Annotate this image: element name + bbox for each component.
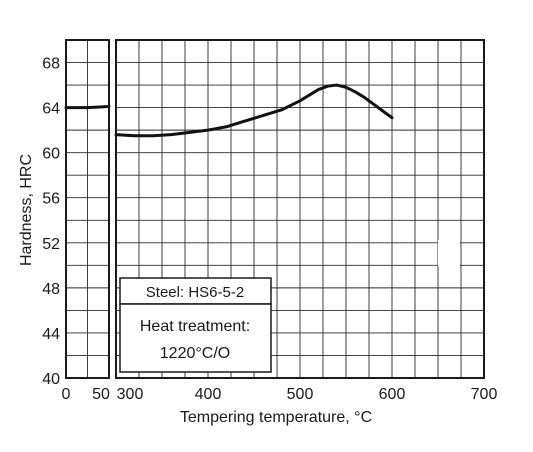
x-tick-label: 700 <box>471 386 498 403</box>
steel-label: Steel: HS6-5-2 <box>146 284 244 301</box>
series-line-right <box>114 83 394 138</box>
series-right-panel <box>114 83 394 138</box>
x-tick-label: 400 <box>195 386 222 403</box>
y-tick-label: 52 <box>42 236 60 253</box>
y-tick-label: 40 <box>42 371 60 388</box>
series-left-panel <box>64 104 111 110</box>
y-tick-label: 44 <box>42 326 60 343</box>
y-tick-labels: 40 44 48 52 56 60 64 68 <box>42 56 60 388</box>
heat-treatment-line1: Heat treatment: <box>140 318 250 335</box>
grid-left-panel <box>66 40 109 378</box>
y-axis-label: Hardness, HRC <box>18 154 35 266</box>
grid-blank-patch <box>438 240 460 266</box>
heat-treatment-box <box>119 303 272 373</box>
y-tick-label: 48 <box>42 281 60 298</box>
series-line-left <box>64 104 111 110</box>
x-tick-label: 0 <box>62 386 71 403</box>
heat-treatment-line2: 1220°C/O <box>160 345 230 362</box>
x-tick-label: 600 <box>379 386 406 403</box>
annotation-box: Steel: HS6-5-2 Heat treatment: 1220°C/O <box>119 277 272 373</box>
x-axis-label: Tempering temperature, °C <box>180 409 372 426</box>
x-tick-labels: 0 50 300 400 500 600 700 <box>62 386 498 403</box>
y-tick-label: 60 <box>42 146 60 163</box>
x-tick-label: 300 <box>117 386 144 403</box>
x-tick-label: 500 <box>287 386 314 403</box>
y-tick-label: 68 <box>42 56 60 73</box>
panel-frames <box>65 39 485 379</box>
x-tick-label: 50 <box>92 386 110 403</box>
panel-frame-left <box>65 39 110 379</box>
y-tick-label: 56 <box>42 191 60 208</box>
y-tick-label: 64 <box>42 101 60 118</box>
panel-frame-right <box>115 39 485 379</box>
grid-right-panel <box>116 40 484 378</box>
